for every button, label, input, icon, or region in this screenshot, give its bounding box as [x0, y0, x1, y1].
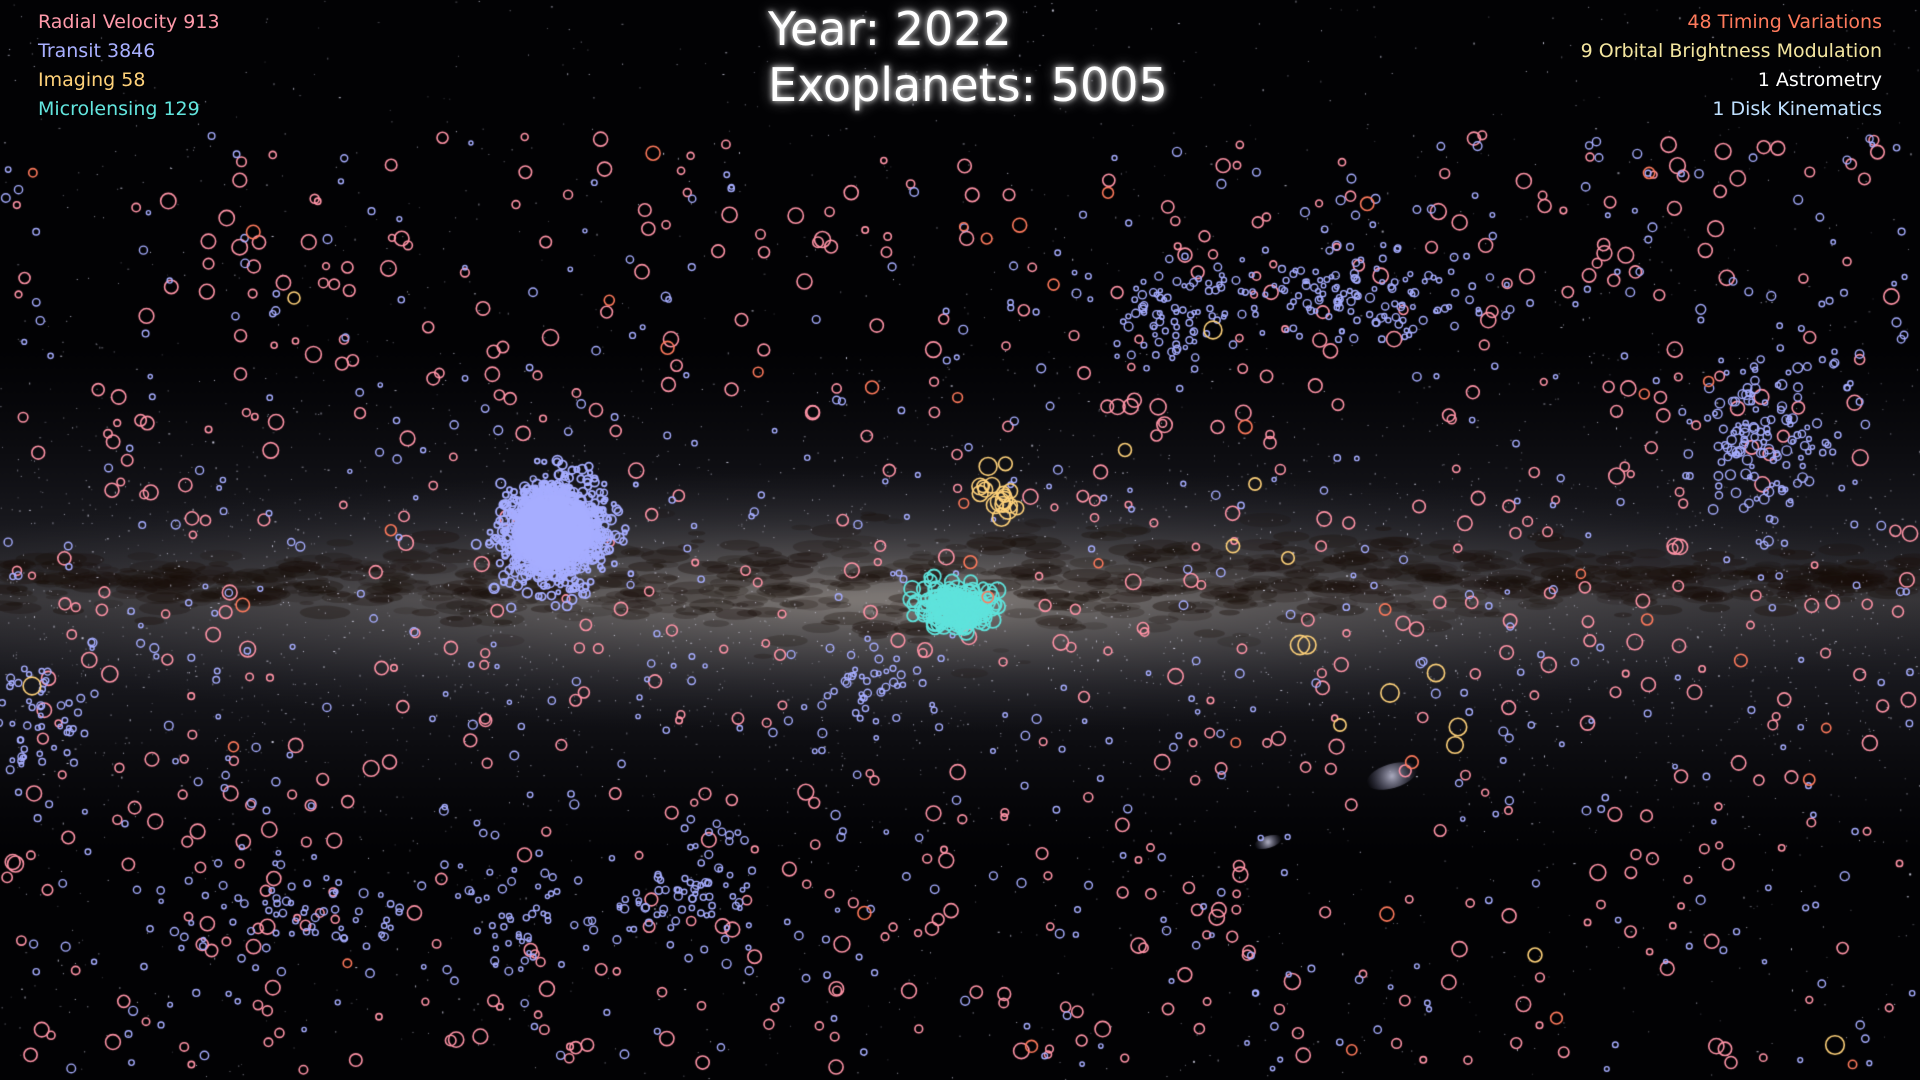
legend-imaging: Imaging 58 — [38, 69, 146, 91]
legend-disk-kinematics: 1 Disk Kinematics — [1712, 98, 1882, 120]
legend-orbital-brightness-modulation: 9 Orbital Brightness Modulation — [1580, 40, 1882, 62]
legend-microlensing: Microlensing 129 — [38, 98, 200, 120]
legend-transit: Transit 3846 — [38, 40, 156, 62]
detection-method-legend-left: Radial Velocity 913 Transit 3846 Imaging… — [38, 8, 220, 124]
legend-radial-velocity: Radial Velocity 913 — [38, 11, 220, 33]
detection-method-legend-right: 48 Timing Variations 9 Orbital Brightnes… — [1581, 8, 1882, 124]
legend-astrometry: 1 Astrometry — [1757, 69, 1882, 91]
year-label: Year: 2022 — [768, 2, 1012, 56]
exoplanet-count-label: Exoplanets: 5005 — [768, 58, 1168, 112]
legend-timing-variations: 48 Timing Variations — [1687, 11, 1882, 33]
